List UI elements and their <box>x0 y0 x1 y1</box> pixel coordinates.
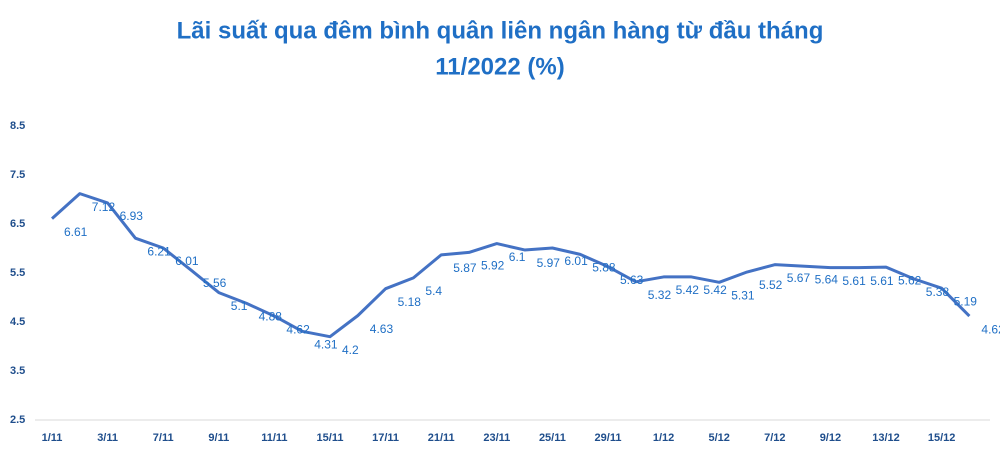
data-label: 6.93 <box>120 209 144 223</box>
data-label: 5.64 <box>815 272 839 286</box>
data-label: 4.31 <box>314 337 338 351</box>
x-tick-label: 9/11 <box>208 432 229 444</box>
chart-title: Lãi suất qua đêm bình quân liên ngân hàn… <box>177 17 824 44</box>
x-tick-label: 13/12 <box>872 432 900 444</box>
data-label: 5.56 <box>203 276 227 290</box>
data-label: 5.31 <box>731 288 755 302</box>
data-label: 5.38 <box>926 285 950 299</box>
data-label: 4.62 <box>981 322 1000 336</box>
x-tick-label: 15/11 <box>317 432 344 444</box>
data-label: 6.61 <box>64 225 88 239</box>
data-label: 6.1 <box>509 250 526 264</box>
data-label: 5.42 <box>703 283 727 297</box>
line <box>50 192 971 339</box>
x-tick-label: 1/12 <box>653 432 674 444</box>
y-tick-label: 5.5 <box>10 267 25 279</box>
x-tick-label: 29/11 <box>595 432 622 444</box>
y-tick-label: 3.5 <box>10 365 25 377</box>
data-label: 4.2 <box>342 343 359 357</box>
x-tick-label: 25/11 <box>539 432 566 444</box>
y-tick-label: 2.5 <box>10 414 25 426</box>
data-label: 5.92 <box>481 259 505 273</box>
x-tick-label: 15/12 <box>928 432 956 444</box>
data-label: 4.62 <box>286 322 310 336</box>
data-label: 5.1 <box>231 299 248 313</box>
data-label: 6.01 <box>175 254 199 268</box>
data-label: 7.12 <box>92 200 116 214</box>
data-label: 5.4 <box>425 284 442 298</box>
x-tick-label: 17/11 <box>372 432 399 444</box>
data-label: 5.42 <box>676 283 700 297</box>
data-label: 5.52 <box>759 278 783 292</box>
y-tick-label: 8.5 <box>10 120 25 132</box>
data-label: 6.21 <box>147 244 171 258</box>
data-label: 5.87 <box>453 261 477 275</box>
data-label: 5.63 <box>620 273 644 287</box>
data-label: 6.01 <box>564 254 588 268</box>
data-label: 5.61 <box>842 274 866 288</box>
x-tick-label: 23/11 <box>483 432 510 444</box>
data-label: 5.18 <box>398 295 422 309</box>
y-tick-label: 7.5 <box>10 169 25 181</box>
x-tick-label: 5/12 <box>708 432 729 444</box>
chart-title: 11/2022 (%) <box>435 53 564 80</box>
x-tick-label: 9/12 <box>820 432 841 444</box>
data-label: 5.19 <box>954 294 978 308</box>
y-tick-label: 4.5 <box>10 316 25 328</box>
data-label: 5.97 <box>537 256 561 270</box>
x-tick-label: 11/11 <box>261 432 287 444</box>
y-tick-label: 6.5 <box>10 218 25 230</box>
x-tick-label: 21/11 <box>428 432 455 444</box>
data-label: 4.88 <box>259 310 283 324</box>
x-tick-label: 7/12 <box>764 432 785 444</box>
data-label: 5.32 <box>648 288 672 302</box>
x-tick-label: 7/11 <box>153 432 174 444</box>
data-label: 5.88 <box>592 261 616 275</box>
data-label: 5.67 <box>787 271 811 285</box>
data-label: 4.63 <box>370 322 394 336</box>
x-tick-label: 3/11 <box>97 432 118 444</box>
data-label: 5.61 <box>870 274 894 288</box>
data-label: 5.62 <box>898 273 922 287</box>
x-tick-label: 1/11 <box>42 432 63 444</box>
